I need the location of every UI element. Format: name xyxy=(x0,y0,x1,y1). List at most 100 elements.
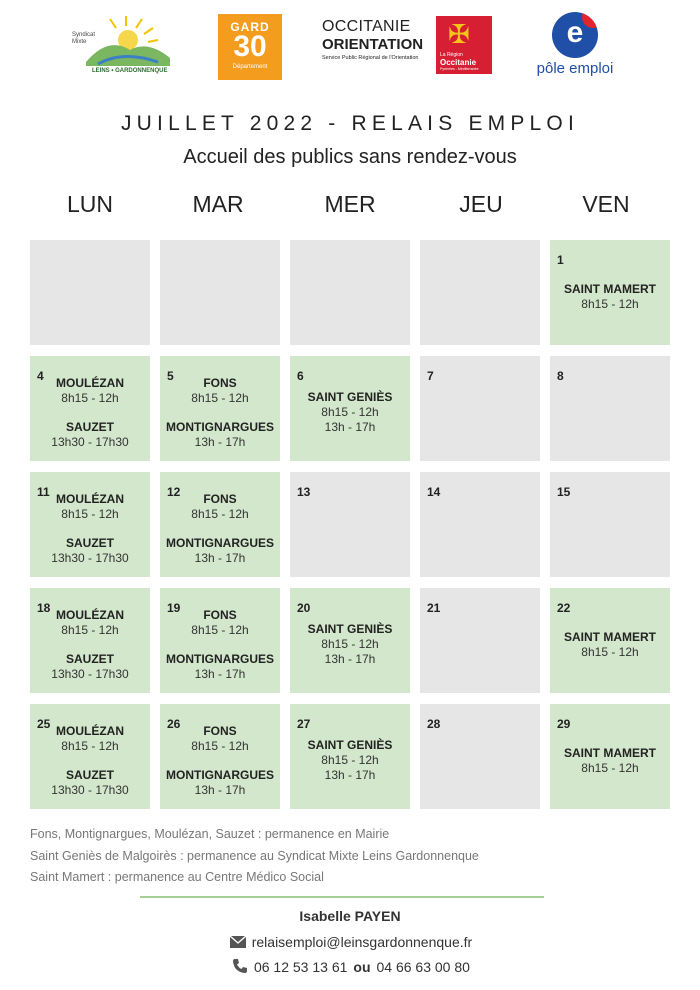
day-number: 18 xyxy=(37,601,51,615)
gard-logo-bottom: Département xyxy=(232,64,268,70)
logo-row: Syndicat Mixte LEINS • GARDONNENQUE GARD… xyxy=(0,10,700,85)
location-name: SAINT GENIÈS xyxy=(307,390,393,404)
location-name: MOULÉZAN xyxy=(56,491,124,506)
day-number: 8 xyxy=(557,369,564,383)
gard-logo-top: GARD xyxy=(230,20,270,34)
pole-emploi-logo: e pôle emploi xyxy=(530,12,620,82)
weekday-lun: LUN xyxy=(66,191,113,217)
opening-hours: 8h15 - 12h xyxy=(191,390,249,405)
day-number: 12 xyxy=(167,485,181,499)
opening-hours: 13h30 - 17h30 xyxy=(51,666,129,681)
opening-hours: 13h - 17h xyxy=(324,420,376,434)
calendar-day-cell: 8 xyxy=(550,356,670,461)
occitanie-logo-line2: ORIENTATION xyxy=(322,36,424,53)
leins-gardonnenque-logo: Syndicat Mixte LEINS • GARDONNENQUE xyxy=(72,14,178,80)
opening-hours: 13h30 - 17h30 xyxy=(51,550,129,565)
page-title: JUILLET 2022 - RELAIS EMPLOI xyxy=(120,112,580,135)
contact-name: Isabelle PAYEN xyxy=(299,908,401,924)
leins-logo-text-1: Syndicat xyxy=(72,32,96,38)
calendar-day-cell: 22 SAINT MAMERT 8h15 - 12h xyxy=(550,588,670,693)
day-number: 19 xyxy=(167,601,181,615)
contact-phone-2[interactable]: 04 66 63 00 80 xyxy=(376,959,470,975)
location-name: FONS xyxy=(203,375,237,390)
schedule-entry: SAINT GENIÈS 8h15 - 12h 13h - 17h xyxy=(290,738,410,783)
schedule-entry: MONTIGNARGUES 13h - 17h xyxy=(160,420,280,450)
opening-hours: 13h - 17h xyxy=(194,434,246,449)
notes-section: Fons, Montignargues, Moulézan, Sauzet : … xyxy=(30,824,670,889)
day-number: 21 xyxy=(427,601,441,615)
schedule-entry: SAINT MAMERT 8h15 - 12h xyxy=(550,746,670,776)
schedule-entry: MONTIGNARGUES 13h - 17h xyxy=(160,652,280,682)
gard-30-logo: GARD 30 Département xyxy=(218,14,282,80)
schedule-entry: FONS 8h15 - 12h xyxy=(160,376,280,406)
occitanie-orientation-logo: OCCITANIE ORIENTATION Service Public Rég… xyxy=(322,16,494,78)
opening-hours: 8h15 - 12h xyxy=(61,622,119,637)
schedule-entry: MOULÉZAN 8h15 - 12h xyxy=(30,724,150,754)
region-badge-small: La Région xyxy=(440,52,463,58)
day-number: 15 xyxy=(557,485,571,499)
day-number: 1 xyxy=(557,253,564,267)
calendar-day-cell: 21 xyxy=(420,588,540,693)
schedule-entry: MOULÉZAN 8h15 - 12h xyxy=(30,492,150,522)
opening-hours: 8h15 - 12h xyxy=(321,753,379,767)
weekday-jeu: JEU xyxy=(459,191,503,217)
calendar-day-cell: 5 FONS 8h15 - 12h MONTIGNARGUES 13h - 17h xyxy=(160,356,280,461)
calendar-day-cell: 14 xyxy=(420,472,540,577)
location-name: SAUZET xyxy=(66,535,114,550)
opening-hours: 13h30 - 17h30 xyxy=(51,782,129,797)
day-number: 29 xyxy=(557,717,571,731)
contact-or: ou xyxy=(353,959,371,975)
location-name: MOULÉZAN xyxy=(56,723,124,738)
schedule-entry: SAINT MAMERT 8h15 - 12h xyxy=(550,282,670,312)
location-name: SAUZET xyxy=(66,651,114,666)
schedule-entry: SAINT GENIÈS 8h15 - 12h 13h - 17h xyxy=(290,390,410,435)
leins-logo-text-3: LEINS • GARDONNENQUE xyxy=(92,68,168,74)
calendar-day-cell: 29 SAINT MAMERT 8h15 - 12h xyxy=(550,704,670,809)
day-number: 13 xyxy=(297,485,311,499)
location-name: FONS xyxy=(203,607,237,622)
schedule-entry: FONS 8h15 - 12h xyxy=(160,492,280,522)
opening-hours: 13h - 17h xyxy=(194,666,246,681)
weekday-mar: MAR xyxy=(192,191,244,217)
location-name: SAINT GENIÈS xyxy=(307,622,393,636)
location-name: SAINT GENIÈS xyxy=(307,738,393,752)
contact-email-row: relaisemploi@leinsgardonnenque.fr xyxy=(0,934,700,950)
region-badge-name: Occitanie xyxy=(440,58,477,67)
day-number: 20 xyxy=(297,601,311,615)
day-number: 7 xyxy=(427,369,434,383)
region-occitanie-badge: ✠ La Région Occitanie Pyrénées - Méditer… xyxy=(436,16,492,74)
calendar-day-cell: 7 xyxy=(420,356,540,461)
schedule-entry: MOULÉZAN 8h15 - 12h xyxy=(30,376,150,406)
schedule-entry: SAUZET 13h30 - 17h30 xyxy=(30,536,150,566)
schedule-entry: MONTIGNARGUES 13h - 17h xyxy=(160,768,280,798)
opening-hours: 8h15 - 12h xyxy=(321,637,379,651)
calendar-day-cell: 27 SAINT GENIÈS 8h15 - 12h 13h - 17h xyxy=(290,704,410,809)
weekday-mer: MER xyxy=(324,191,376,217)
location-name: SAUZET xyxy=(66,419,114,434)
contact-phone-row: 06 12 53 13 61 ou 04 66 63 00 80 xyxy=(0,958,700,975)
calendar-day-cell xyxy=(290,240,410,345)
day-number: 6 xyxy=(297,369,304,383)
pole-emploi-label: pôle emploi xyxy=(536,60,614,77)
calendar-day-cell: 11 MOULÉZAN 8h15 - 12h SAUZET 13h30 - 17h30 xyxy=(30,472,150,577)
schedule-entry: SAUZET 13h30 - 17h30 xyxy=(30,768,150,798)
day-number: 28 xyxy=(427,717,441,731)
calendar-day-cell xyxy=(30,240,150,345)
calendar-day-cell: 4 MOULÉZAN 8h15 - 12h SAUZET 13h30 - 17h30 xyxy=(30,356,150,461)
calendar-day-cell: 25 MOULÉZAN 8h15 - 12h SAUZET 13h30 - 17h30 xyxy=(30,704,150,809)
schedule-entry: SAINT MAMERT 8h15 - 12h xyxy=(550,630,670,660)
day-number: 27 xyxy=(297,717,311,731)
calendar-day-cell: 19 FONS 8h15 - 12h MONTIGNARGUES 13h - 17h xyxy=(160,588,280,693)
calendar-day-cell: 20 SAINT GENIÈS 8h15 - 12h 13h - 17h xyxy=(290,588,410,693)
opening-hours: 8h15 - 12h xyxy=(581,761,639,775)
opening-hours: 8h15 - 12h xyxy=(191,506,249,521)
schedule-entry: MOULÉZAN 8h15 - 12h xyxy=(30,608,150,638)
calendar-day-cell xyxy=(160,240,280,345)
calendar-day-cell: 28 xyxy=(420,704,540,809)
page-subtitle: Accueil des publics sans rendez-vous xyxy=(183,146,517,168)
contact-email[interactable]: relaisemploi@leinsgardonnenque.fr xyxy=(251,934,473,950)
occitan-cross-icon: ✠ xyxy=(448,19,470,49)
weekday-header: LUN MAR MER JEU VEN xyxy=(0,191,700,221)
note-mairie: Fons, Montignargues, Moulézan, Sauzet : … xyxy=(30,827,390,841)
contact-phone-1[interactable]: 06 12 53 13 61 xyxy=(253,959,348,975)
